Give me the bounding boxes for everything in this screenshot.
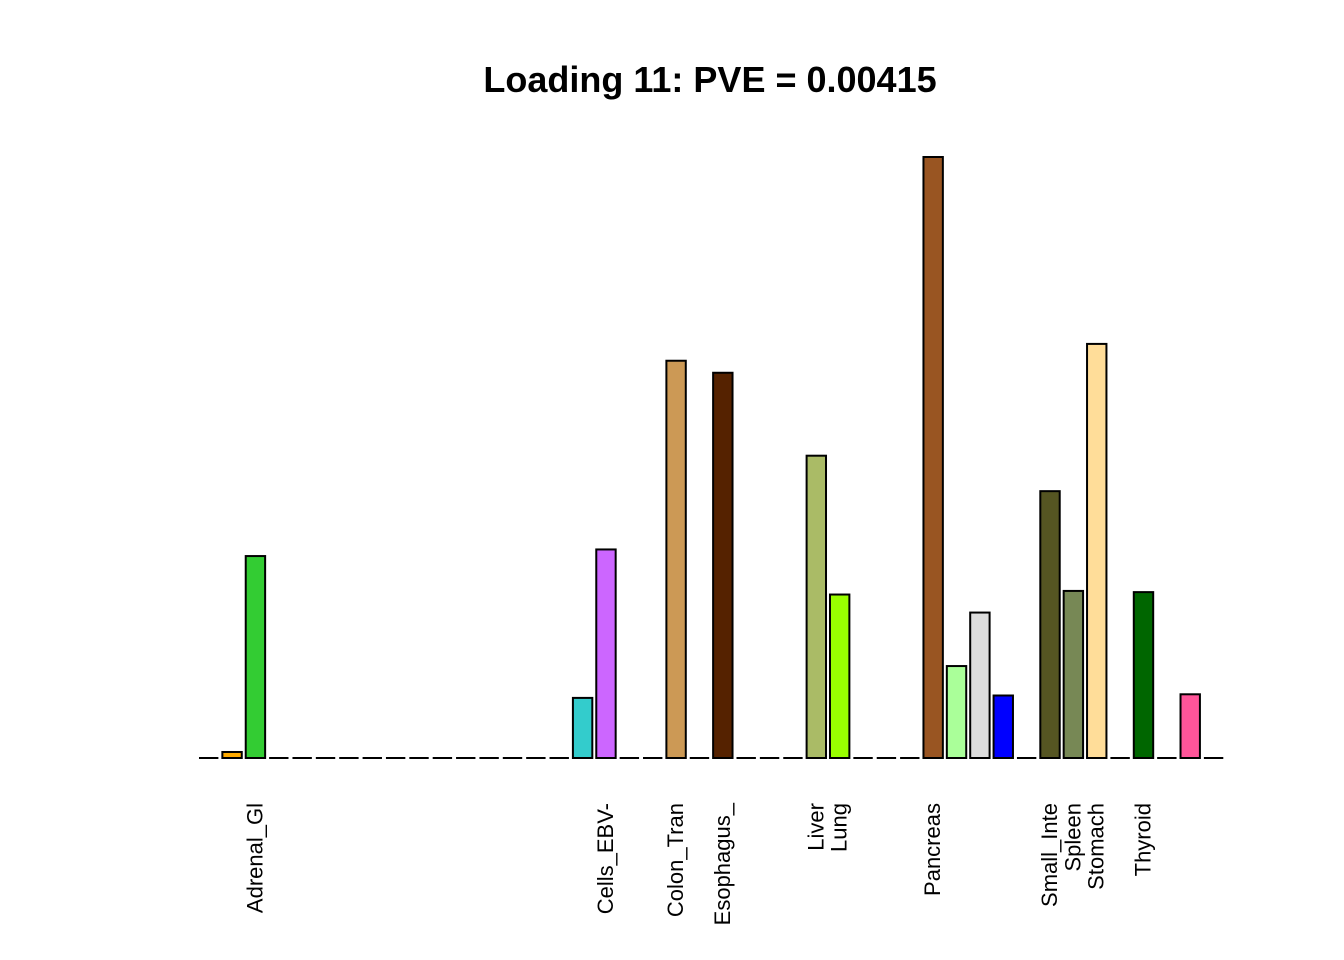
bar-42 xyxy=(1179,693,1201,759)
bar-36 xyxy=(1039,490,1061,759)
bar-34 xyxy=(992,694,1014,759)
chart-title: Loading 11: PVE = 0.00415 xyxy=(483,59,936,100)
x-tick-label-22: Esophagus_ xyxy=(710,802,735,925)
bar-40 xyxy=(1132,591,1155,759)
x-tick-label-38: Stomach xyxy=(1084,803,1109,890)
x-tick-label-31: Pancreas xyxy=(920,803,945,896)
bar-32 xyxy=(945,665,968,759)
bar-26 xyxy=(805,454,828,759)
bar-20 xyxy=(665,359,687,759)
bar-1 xyxy=(221,750,243,759)
x-tick-label-27: Lung xyxy=(827,803,852,852)
bar-33 xyxy=(969,611,991,759)
bars-group xyxy=(198,156,1224,760)
bar-2 xyxy=(244,555,267,759)
x-tick-labels: Adrenal_Gl Cells_EBV- Colon_Tran Esophagus_… xyxy=(242,802,1155,925)
x-tick-label-20: Colon_Tran xyxy=(663,803,688,917)
bar-22 xyxy=(712,371,734,759)
x-tick-label-36: Small_Inte xyxy=(1037,803,1062,907)
bar-16 xyxy=(571,696,594,760)
bar-31 xyxy=(922,156,944,759)
x-tick-label-2: Adrenal_Gl xyxy=(242,803,267,913)
bar-37 xyxy=(1062,589,1085,759)
x-tick-label-37: Spleen xyxy=(1060,803,1085,872)
x-tick-label-17: Cells_EBV- xyxy=(593,803,618,914)
bar-38 xyxy=(1086,342,1108,759)
bar-27 xyxy=(828,593,851,760)
bar-17 xyxy=(595,548,617,760)
x-tick-label-40: Thyroid xyxy=(1130,803,1155,876)
x-tick-label-26: Liver xyxy=(803,803,828,851)
